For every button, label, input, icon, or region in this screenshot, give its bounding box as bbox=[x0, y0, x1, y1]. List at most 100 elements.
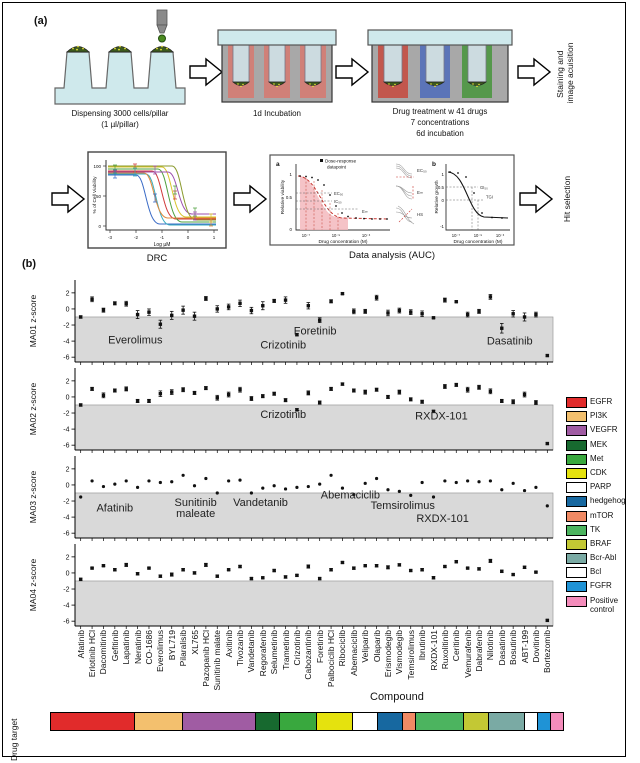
data-point bbox=[317, 318, 322, 322]
data-point bbox=[272, 484, 276, 488]
x-tick-label: Selumetinib bbox=[269, 630, 280, 675]
x-tick-label: Sunitinib malate bbox=[212, 630, 223, 691]
data-point bbox=[215, 307, 219, 311]
zscore-panel-ma04: 2 0 -2 -4 -6 MA04 z-score bbox=[28, 544, 554, 629]
drc-ytick: 50 bbox=[96, 194, 102, 199]
legend-swatch bbox=[566, 467, 587, 479]
data-point bbox=[534, 570, 538, 574]
data-point bbox=[170, 313, 174, 318]
data-point bbox=[465, 388, 470, 392]
data-point bbox=[534, 400, 538, 405]
x-tick-label: Lapatinib bbox=[121, 630, 132, 665]
x-tick-label: BYL719 bbox=[166, 630, 177, 661]
data-point bbox=[295, 408, 299, 412]
data-point bbox=[318, 482, 322, 486]
data-point bbox=[431, 495, 436, 499]
data-point bbox=[90, 387, 94, 391]
data-point bbox=[386, 311, 390, 315]
a-xtick: 10⁻³ bbox=[362, 233, 371, 238]
legend-label: MEK bbox=[590, 439, 608, 449]
x-tick-label: Axitinib bbox=[223, 630, 234, 658]
analysis-caption: Data analysis (AUC) bbox=[349, 250, 435, 261]
b-xtick: 10⁻³ bbox=[496, 233, 505, 238]
data-point bbox=[352, 492, 356, 497]
legend-swatch bbox=[566, 397, 587, 408]
data-point bbox=[249, 576, 254, 581]
y-tick-label: -4 bbox=[63, 514, 69, 521]
drug-target-legend: EGFR PI3K VEGFR MEK Met CDK PARP hedgehog mTOR TK… bbox=[566, 397, 636, 617]
data-point bbox=[488, 559, 493, 563]
data-point bbox=[204, 386, 208, 390]
data-point bbox=[101, 393, 106, 398]
data-point bbox=[181, 568, 185, 572]
data-point bbox=[420, 480, 424, 485]
legend-label: Bcr-Abl bbox=[590, 553, 617, 563]
data-point bbox=[158, 392, 163, 396]
arrow-right-icon bbox=[233, 184, 268, 214]
data-point bbox=[113, 388, 117, 393]
data-point bbox=[147, 566, 151, 570]
data-point bbox=[386, 565, 390, 570]
x-tick-label: Everolimus bbox=[155, 630, 166, 673]
data-point bbox=[101, 484, 106, 489]
dispenser-icon bbox=[156, 9, 168, 43]
legend-item: PARP bbox=[566, 482, 636, 494]
data-point bbox=[500, 399, 504, 403]
svg-text:Hit selection: Hit selection bbox=[562, 176, 572, 223]
data-point bbox=[397, 390, 402, 394]
hit-annotation: RXDX-101 bbox=[416, 513, 469, 525]
data-point bbox=[465, 566, 470, 570]
data-point bbox=[363, 309, 367, 314]
x-tick-label: Gefitinib bbox=[109, 630, 120, 662]
hit-annotation: Vandetanib bbox=[233, 497, 288, 509]
x-tick-label: Trametinib bbox=[280, 630, 291, 670]
data-point bbox=[249, 308, 254, 313]
x-tick-label: Pazopanib HCl bbox=[200, 630, 211, 687]
data-point bbox=[192, 314, 197, 318]
step1-caption-line2: (1 µl/pillar) bbox=[101, 120, 139, 129]
data-point bbox=[477, 567, 481, 571]
data-point bbox=[500, 488, 504, 492]
data-point bbox=[431, 409, 436, 414]
ic50-annotation: IC₅₀ bbox=[334, 199, 342, 204]
data-point bbox=[158, 574, 163, 578]
y-tick-label: -2 bbox=[63, 498, 69, 505]
step3-caption-line1: Drug treatment w 41 drugs bbox=[393, 107, 488, 116]
drc-xtick: -1 bbox=[160, 235, 164, 240]
data-point bbox=[511, 572, 515, 577]
legend-label: VEGFR bbox=[590, 425, 618, 435]
hit-annotation: Dasatinib bbox=[487, 335, 533, 347]
b-xtick: 10⁻⁷ bbox=[452, 233, 461, 238]
legend-label: TK bbox=[590, 524, 601, 534]
hit-annotation: Crizotinib bbox=[260, 409, 306, 421]
data-point bbox=[135, 572, 140, 576]
data-point bbox=[477, 480, 481, 484]
x-tick-label: Regorafenib bbox=[257, 630, 268, 677]
data-point bbox=[306, 391, 311, 395]
data-point bbox=[78, 315, 83, 319]
legend-swatch bbox=[566, 496, 587, 508]
data-point bbox=[238, 478, 242, 482]
target-bar-segment-mtor bbox=[402, 713, 416, 730]
x-tick-label: CO-1686 bbox=[143, 630, 154, 665]
data-point bbox=[340, 560, 345, 565]
arrow-right-icon bbox=[519, 184, 554, 214]
data-point bbox=[409, 493, 413, 497]
drc-error-bars bbox=[113, 163, 213, 227]
data-point bbox=[409, 310, 413, 314]
legend-swatch bbox=[566, 524, 587, 536]
data-point bbox=[443, 298, 447, 302]
x-tick-label: Pilaralisib bbox=[178, 630, 189, 667]
y-tick-label: -2 bbox=[63, 322, 69, 329]
data-point bbox=[374, 476, 379, 481]
y-tick-label: 2 bbox=[66, 378, 70, 385]
data-point bbox=[522, 315, 527, 319]
data-point bbox=[79, 495, 83, 499]
a-xtick: 10⁻⁵ bbox=[332, 233, 341, 238]
a-ytick: 1 bbox=[290, 172, 293, 177]
y-tick-label: 0 bbox=[66, 482, 70, 489]
x-tick-label: Nilotinib bbox=[485, 630, 496, 661]
legend-item: MEK bbox=[566, 439, 636, 451]
data-point bbox=[113, 568, 117, 572]
x-tick-label: Erlotinib HCl bbox=[87, 630, 98, 678]
